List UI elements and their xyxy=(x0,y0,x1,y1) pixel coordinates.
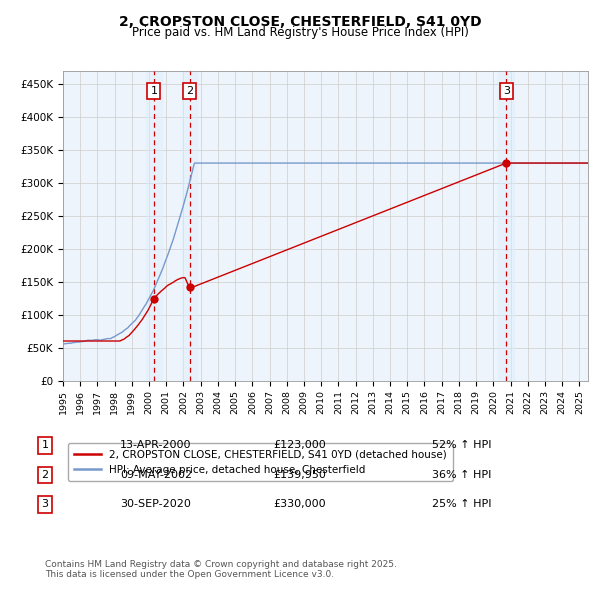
Text: 2: 2 xyxy=(186,86,193,96)
Text: 09-MAY-2002: 09-MAY-2002 xyxy=(120,470,192,480)
Bar xyxy=(499,71,514,381)
Legend: 2, CROPSTON CLOSE, CHESTERFIELD, S41 0YD (detached house), HPI: Average price, d: 2, CROPSTON CLOSE, CHESTERFIELD, S41 0YD… xyxy=(68,443,453,481)
Text: Price paid vs. HM Land Registry's House Price Index (HPI): Price paid vs. HM Land Registry's House … xyxy=(131,26,469,39)
Text: 36% ↑ HPI: 36% ↑ HPI xyxy=(432,470,491,480)
Text: 3: 3 xyxy=(41,500,49,509)
Text: £330,000: £330,000 xyxy=(274,500,326,509)
Text: 1: 1 xyxy=(151,86,157,96)
Bar xyxy=(146,71,161,381)
Text: £123,000: £123,000 xyxy=(274,441,326,450)
Bar xyxy=(182,71,197,381)
Text: Contains HM Land Registry data © Crown copyright and database right 2025.
This d: Contains HM Land Registry data © Crown c… xyxy=(45,560,397,579)
Text: 25% ↑ HPI: 25% ↑ HPI xyxy=(432,500,491,509)
Text: 13-APR-2000: 13-APR-2000 xyxy=(120,441,191,450)
Text: £139,950: £139,950 xyxy=(274,470,326,480)
Text: 2: 2 xyxy=(41,470,49,480)
Text: 52% ↑ HPI: 52% ↑ HPI xyxy=(432,441,491,450)
Text: 2, CROPSTON CLOSE, CHESTERFIELD, S41 0YD: 2, CROPSTON CLOSE, CHESTERFIELD, S41 0YD xyxy=(119,15,481,29)
Text: 3: 3 xyxy=(503,86,510,96)
Text: 30-SEP-2020: 30-SEP-2020 xyxy=(120,500,191,509)
Text: 1: 1 xyxy=(41,441,49,450)
